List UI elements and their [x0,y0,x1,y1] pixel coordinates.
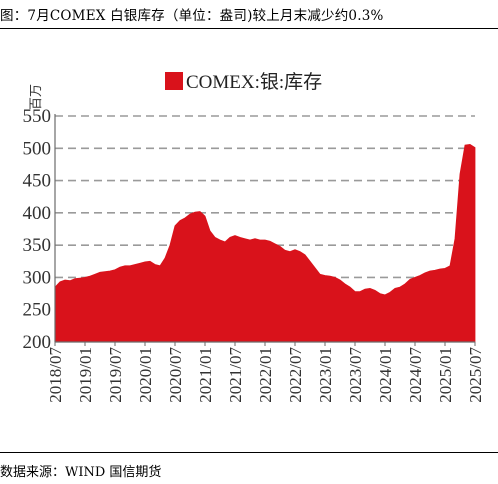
y-tick-label: 450 [23,171,52,192]
legend: COMEX:银:库存 [165,71,322,93]
y-tick-label: 250 [23,300,52,321]
x-tick-labels: 2018/07 2019/01 2019/07 2020/01 2020/07 2021/… [46,347,485,403]
x-tick-label: 2024/01 [376,347,395,403]
x-tick-label: 2023/07 [346,347,365,403]
x-tick-label: 2019/07 [106,347,125,403]
y-tick-label: 500 [23,138,52,159]
x-tick-label: 2024/07 [406,347,425,403]
series-area [54,143,476,343]
x-tick-label: 2025/01 [436,347,455,403]
series-area-fill [54,143,476,343]
chart-title: 图：7月COMEX 白银库存（单位：盎司)较上月末减少约0.3% [0,8,384,24]
x-tick-label: 2021/01 [196,347,215,403]
legend-label: COMEX:银:库存 [186,71,322,93]
y-tick-label: 400 [23,203,52,224]
x-tick-label: 2023/01 [316,347,335,403]
y-tick-label: 200 [23,332,52,353]
x-tick-label: 2025/07 [466,347,485,403]
axes [54,114,476,346]
y-tick-label: 550 [23,106,52,127]
x-tick-label: 2022/01 [256,347,275,403]
bottom-rule [0,452,498,453]
legend-swatch [165,72,183,90]
y-axis-label: 百万 [29,84,44,110]
x-tick-label: 2022/07 [286,347,305,403]
x-tick-label: 2020/07 [166,347,185,403]
source-note: 数据来源：WIND 国信期货 [0,465,162,480]
x-tick-label: 2019/01 [76,347,95,403]
x-tick-label: 2021/07 [226,347,245,403]
y-tick-label: 300 [23,267,52,288]
y-tick-labels: 200 250 300 350 400 450 500 550 [23,106,52,353]
x-tick-label: 2020/01 [136,347,155,403]
top-rule [0,28,498,29]
x-tick-label: 2018/07 [46,347,65,403]
y-tick-label: 350 [23,235,52,256]
